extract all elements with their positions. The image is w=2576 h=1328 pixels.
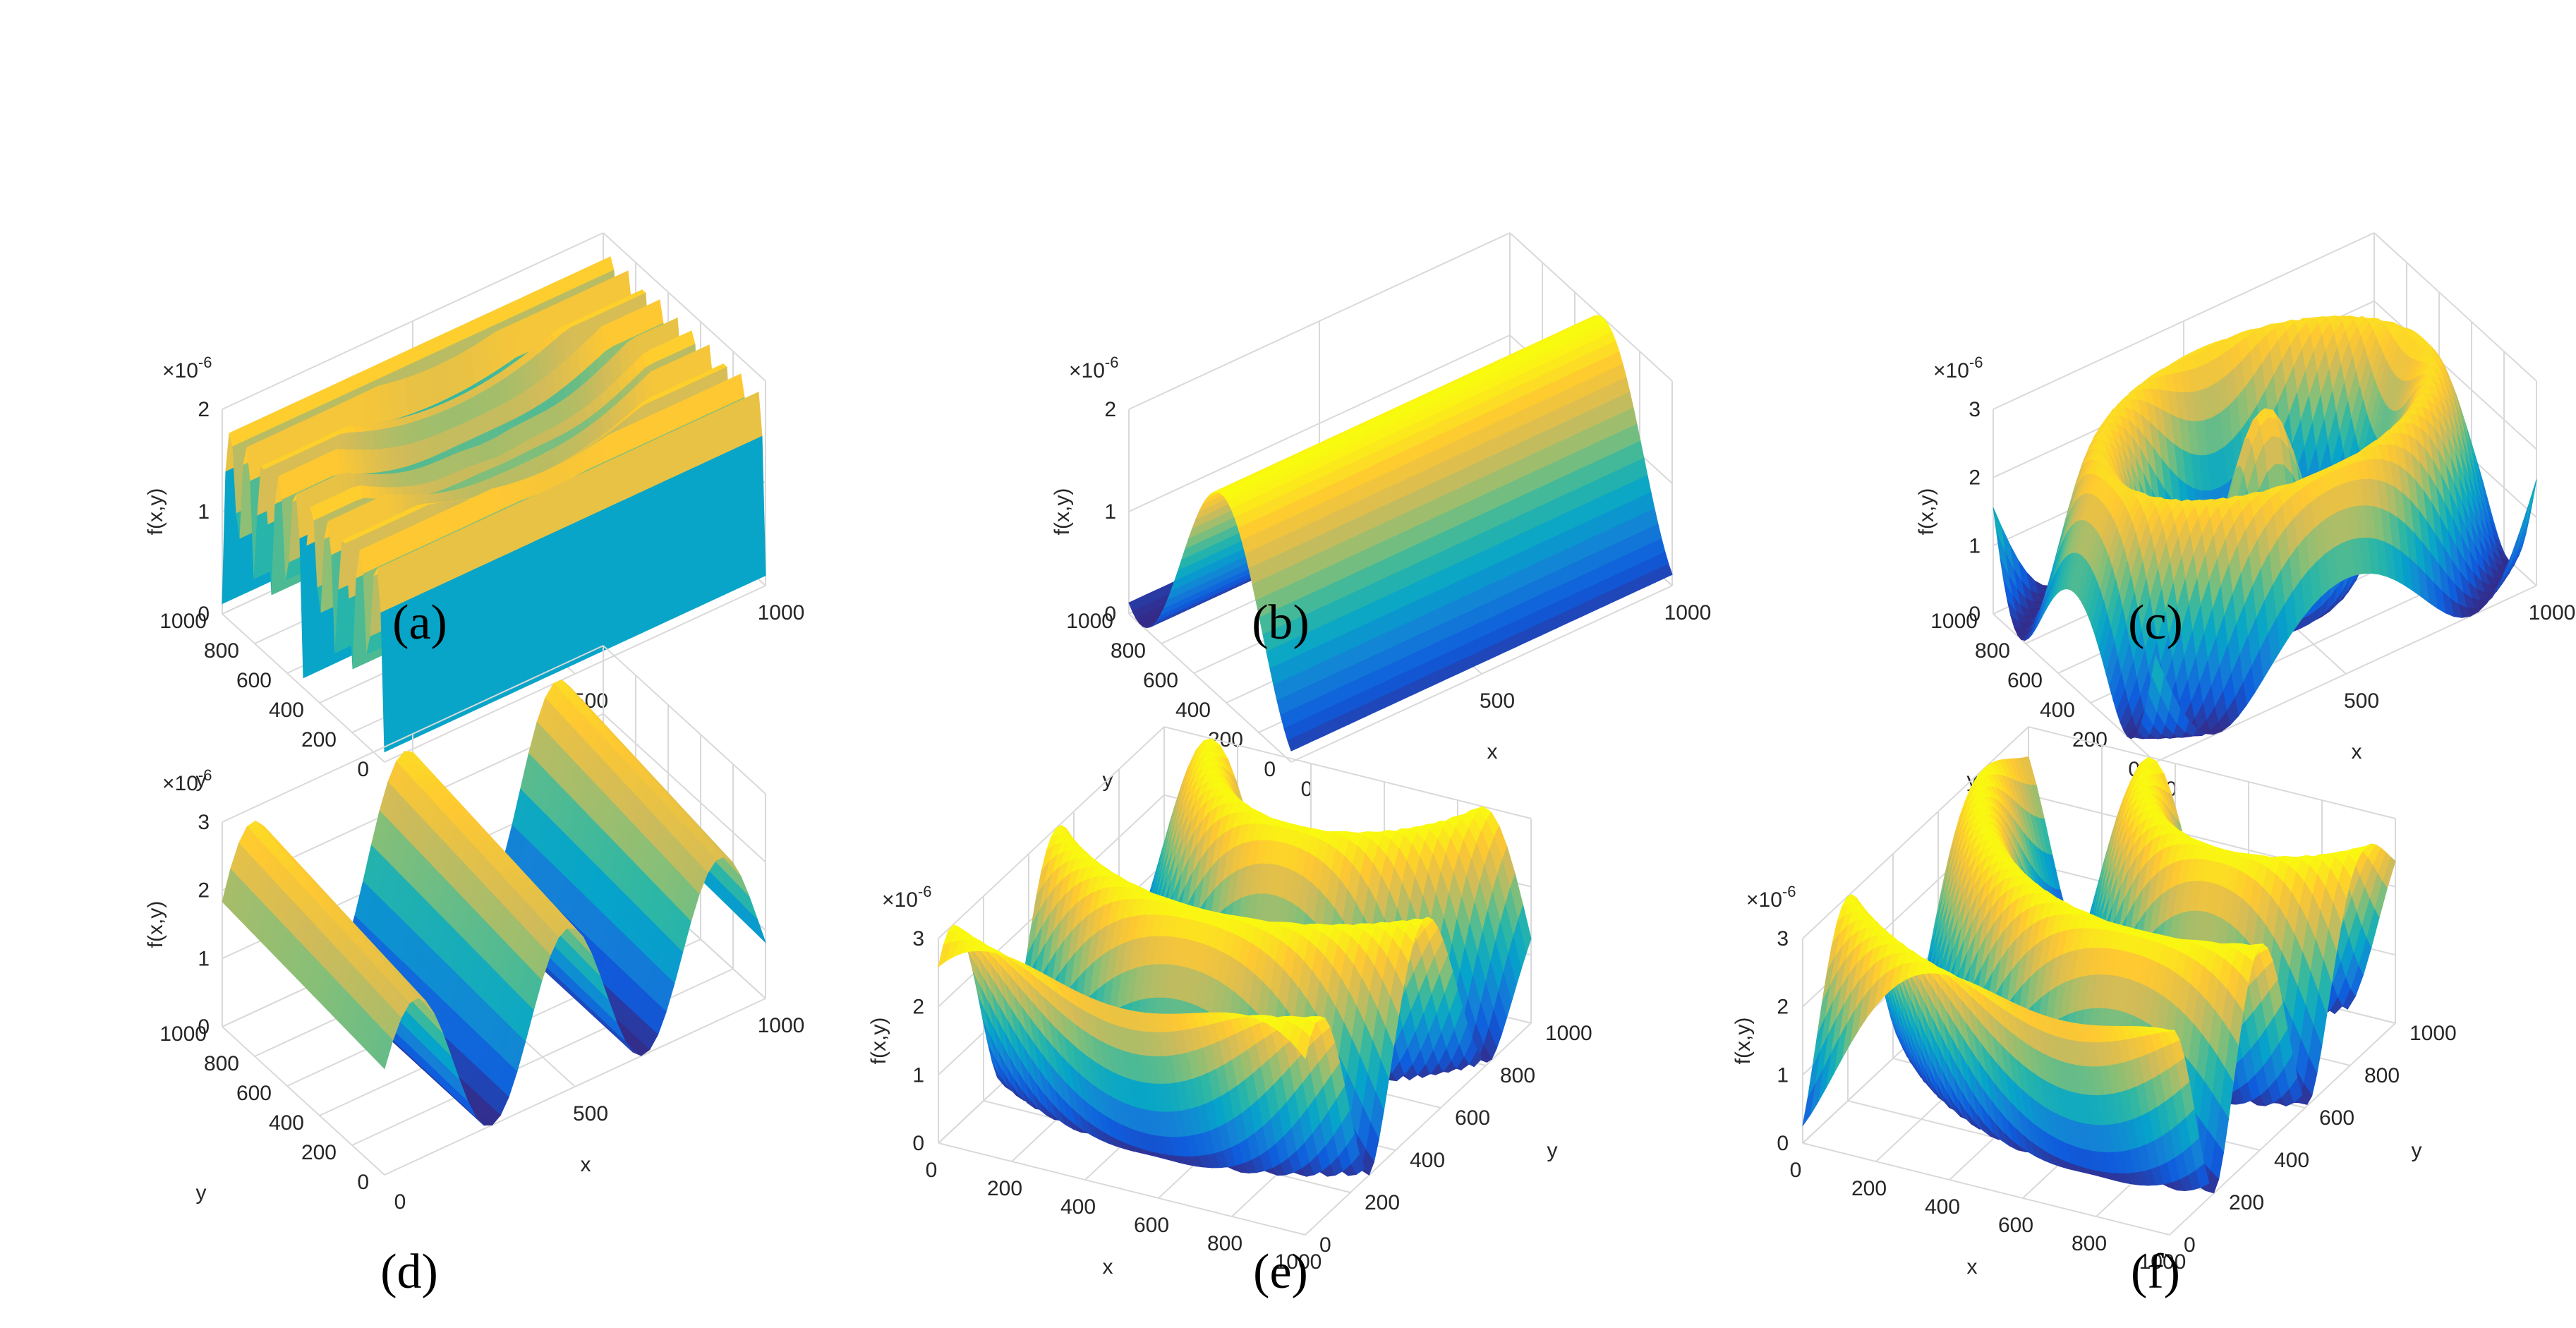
- grid-line: [384, 585, 766, 763]
- y-tick-label: 800: [1111, 639, 1146, 663]
- y-tick-label: 200: [301, 728, 337, 751]
- z-tick-label: 2: [1104, 398, 1116, 421]
- surface: [222, 256, 766, 753]
- z-multiplier: ×10-6: [1069, 354, 1118, 382]
- panel-label: (a): [392, 596, 447, 650]
- z-tick-label: 1: [1104, 500, 1116, 524]
- z-multiplier: ×10-6: [162, 354, 212, 382]
- z-tick-label: 0: [198, 603, 210, 626]
- z-tick-label: 2: [198, 398, 210, 421]
- grid-line: [603, 232, 766, 382]
- y-tick-label: 600: [236, 669, 272, 692]
- panel-a: 0500100002004006008001000012xyf(x,y)×10-…: [144, 232, 805, 801]
- z-tick-label: 0: [1104, 603, 1116, 626]
- surface: [1128, 315, 1673, 751]
- panel-label: (b): [1252, 596, 1310, 650]
- x-tick-label: 1000: [1664, 601, 1712, 624]
- y-tick-label: 800: [204, 639, 239, 663]
- y-tick-label: 400: [1175, 699, 1211, 722]
- surface: [1993, 315, 2537, 740]
- z-axis-label: f(x,y): [1051, 488, 1074, 536]
- panel-b: 0500100002004006008001000012xyf(x,y)×10-…: [1051, 232, 1712, 801]
- grid-line: [222, 613, 385, 763]
- y-tick-label: 0: [1264, 758, 1276, 781]
- x-axis-label: x: [1487, 740, 1498, 763]
- x-tick-label: 500: [1480, 689, 1515, 713]
- x-tick-label: 1000: [758, 601, 805, 624]
- panel-c: 05001000020040060080010000123xyf(x,y)×10…: [1915, 232, 2575, 801]
- z-axis-label: f(x,y): [144, 488, 167, 536]
- z-tick-label: 1: [198, 500, 210, 524]
- y-tick-label: 0: [357, 758, 369, 781]
- y-tick-label: 400: [269, 699, 304, 722]
- y-tick-label: 600: [1143, 669, 1178, 692]
